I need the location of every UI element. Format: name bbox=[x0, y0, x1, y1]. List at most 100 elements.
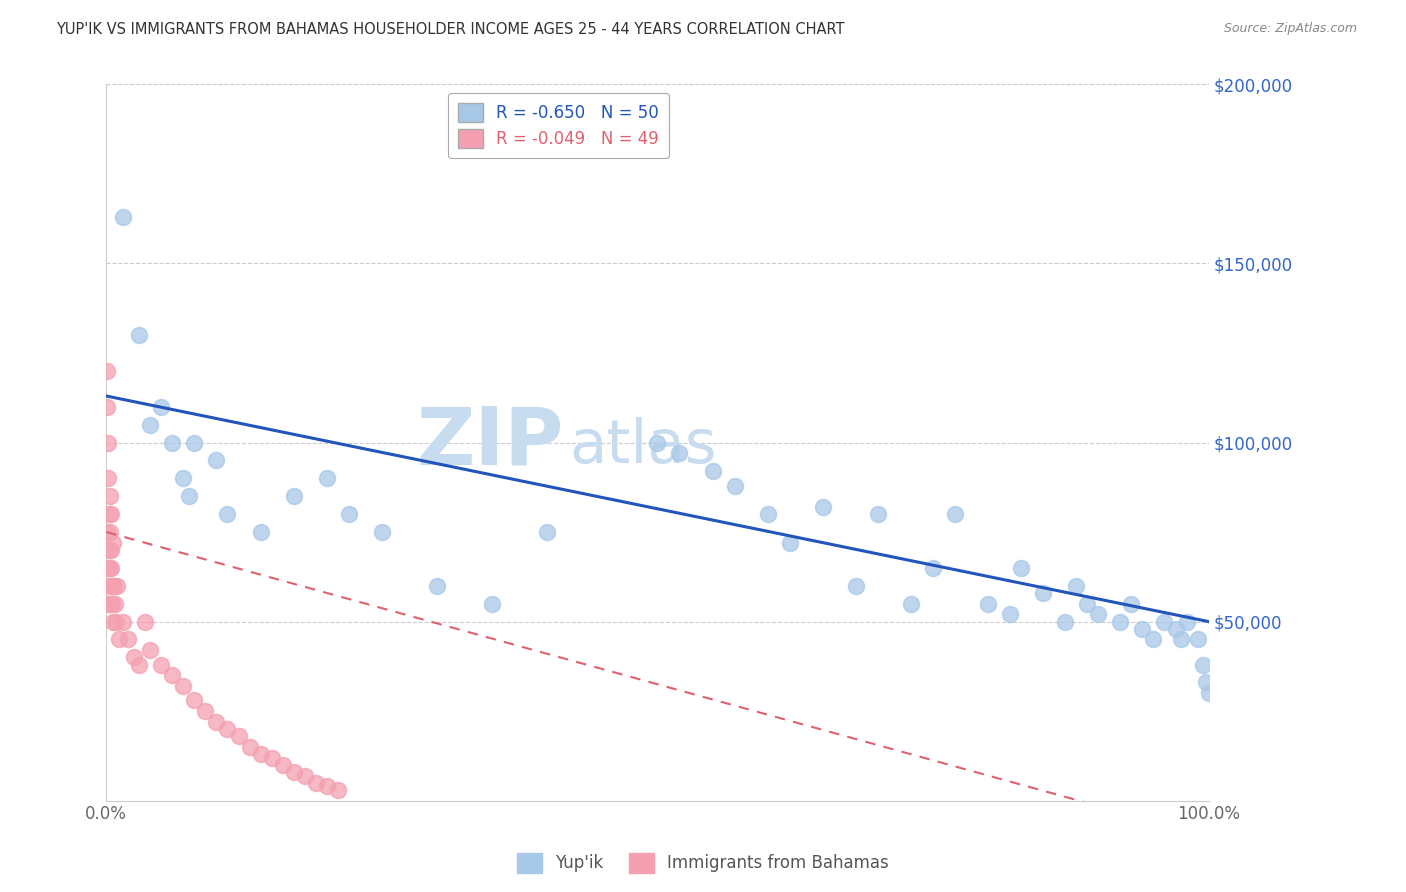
Point bbox=[1198, 686, 1220, 700]
Point bbox=[260, 750, 283, 764]
Point bbox=[977, 597, 1000, 611]
Point bbox=[1132, 622, 1154, 636]
Point bbox=[1109, 615, 1132, 629]
Point bbox=[922, 561, 945, 575]
Point bbox=[1010, 561, 1032, 575]
Point bbox=[536, 524, 558, 539]
Point bbox=[756, 507, 779, 521]
Point bbox=[97, 435, 120, 450]
Point bbox=[426, 579, 449, 593]
Point bbox=[103, 615, 125, 629]
Point bbox=[134, 615, 156, 629]
Point bbox=[101, 597, 124, 611]
Point bbox=[172, 679, 194, 693]
Point bbox=[998, 607, 1021, 622]
Text: ZIP: ZIP bbox=[416, 403, 564, 482]
Point bbox=[249, 524, 271, 539]
Point bbox=[779, 536, 801, 550]
Point bbox=[105, 579, 128, 593]
Point bbox=[811, 500, 834, 514]
Point bbox=[668, 446, 690, 460]
Point bbox=[205, 714, 228, 729]
Text: YUP'IK VS IMMIGRANTS FROM BAHAMAS HOUSEHOLDER INCOME AGES 25 - 44 YEARS CORRELAT: YUP'IK VS IMMIGRANTS FROM BAHAMAS HOUSEH… bbox=[56, 22, 845, 37]
Point bbox=[866, 507, 889, 521]
Point bbox=[1054, 615, 1077, 629]
Point bbox=[98, 561, 121, 575]
Point bbox=[1170, 632, 1192, 647]
Point bbox=[1142, 632, 1164, 647]
Point bbox=[105, 615, 128, 629]
Point bbox=[1192, 657, 1215, 672]
Point bbox=[98, 524, 121, 539]
Point bbox=[97, 471, 120, 485]
Point bbox=[108, 632, 131, 647]
Legend: Yup'ik, Immigrants from Bahamas: Yup'ik, Immigrants from Bahamas bbox=[510, 847, 896, 880]
Point bbox=[183, 693, 205, 707]
Point bbox=[111, 615, 134, 629]
Point bbox=[172, 471, 194, 485]
Point bbox=[217, 722, 239, 736]
Text: atlas: atlas bbox=[569, 417, 717, 475]
Point bbox=[103, 579, 125, 593]
Point bbox=[98, 489, 121, 503]
Point bbox=[943, 507, 966, 521]
Point bbox=[150, 400, 173, 414]
Point bbox=[139, 417, 162, 432]
Point bbox=[97, 597, 120, 611]
Point bbox=[900, 597, 922, 611]
Point bbox=[100, 579, 122, 593]
Point bbox=[845, 579, 868, 593]
Point bbox=[315, 471, 337, 485]
Point bbox=[228, 729, 250, 743]
Point bbox=[326, 783, 349, 797]
Point bbox=[139, 643, 162, 657]
Point bbox=[217, 507, 239, 521]
Point bbox=[249, 747, 271, 761]
Point bbox=[100, 561, 122, 575]
Point bbox=[194, 704, 217, 718]
Point bbox=[294, 768, 316, 782]
Point bbox=[1032, 586, 1054, 600]
Point bbox=[283, 764, 305, 779]
Point bbox=[283, 489, 305, 503]
Point bbox=[723, 478, 745, 492]
Point bbox=[98, 579, 121, 593]
Point bbox=[702, 464, 724, 478]
Point bbox=[150, 657, 173, 672]
Legend: R = -0.650   N = 50, R = -0.049   N = 49: R = -0.650 N = 50, R = -0.049 N = 49 bbox=[447, 93, 669, 158]
Point bbox=[162, 668, 184, 682]
Point bbox=[1066, 579, 1088, 593]
Point bbox=[96, 364, 118, 378]
Point bbox=[481, 597, 503, 611]
Point bbox=[1187, 632, 1209, 647]
Point bbox=[205, 453, 228, 467]
Point bbox=[96, 400, 118, 414]
Point bbox=[183, 435, 205, 450]
Point bbox=[98, 543, 121, 558]
Point bbox=[101, 536, 124, 550]
Text: Source: ZipAtlas.com: Source: ZipAtlas.com bbox=[1223, 22, 1357, 36]
Point bbox=[1087, 607, 1109, 622]
Point bbox=[122, 650, 145, 665]
Point bbox=[337, 507, 360, 521]
Point bbox=[162, 435, 184, 450]
Point bbox=[104, 597, 127, 611]
Point bbox=[97, 507, 120, 521]
Point bbox=[100, 507, 122, 521]
Point bbox=[647, 435, 669, 450]
Point bbox=[315, 779, 337, 793]
Point bbox=[371, 524, 394, 539]
Point bbox=[100, 543, 122, 558]
Point bbox=[305, 775, 328, 789]
Point bbox=[128, 328, 150, 343]
Point bbox=[1153, 615, 1175, 629]
Point bbox=[100, 597, 122, 611]
Point bbox=[96, 524, 118, 539]
Point bbox=[1164, 622, 1187, 636]
Point bbox=[177, 489, 200, 503]
Point bbox=[117, 632, 139, 647]
Point bbox=[1175, 615, 1198, 629]
Point bbox=[1076, 597, 1098, 611]
Point bbox=[271, 757, 294, 772]
Point bbox=[111, 210, 134, 224]
